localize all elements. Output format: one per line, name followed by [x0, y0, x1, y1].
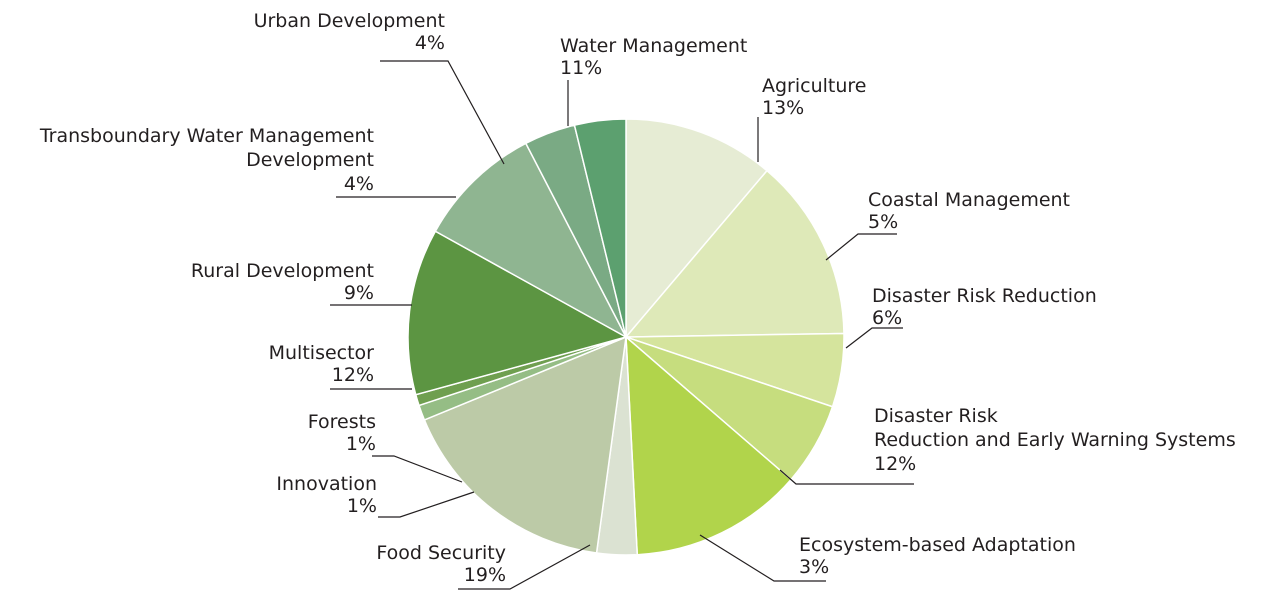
slice-label-name: Development	[246, 149, 374, 171]
slice-label-percent: 19%	[464, 564, 506, 586]
slice-label: Rural Development 9%	[191, 260, 374, 304]
slice-label-name: Forests	[308, 411, 376, 433]
slice-label-name: Urban Development	[254, 10, 445, 32]
leader-line	[825, 233, 897, 261]
slice-labels: Water Management 11% Agriculture 13% Coastal…	[39, 10, 1236, 586]
slice-label-name: Disaster Risk	[874, 405, 998, 427]
slice-label-name: Rural Development	[191, 260, 374, 282]
slice-label-percent: 12%	[332, 364, 374, 386]
slice-label-percent: 6%	[872, 307, 902, 329]
leader-line	[372, 455, 463, 483]
slice-label: Agriculture 13%	[762, 75, 867, 119]
slice-label: Ecosystem-based Adaptation 3%	[799, 534, 1076, 578]
slice-label-percent: 12%	[874, 453, 916, 475]
slice-label-percent: 11%	[560, 57, 602, 79]
slice-label: Innovation 1%	[276, 473, 377, 517]
slice-label: Disaster Risk Reduction 6%	[872, 285, 1097, 329]
slice-label: Multisector 12%	[269, 342, 375, 386]
slice-label-name: Multisector	[269, 342, 375, 364]
leader-line	[779, 469, 914, 485]
pie-slice	[573, 118, 627, 338]
slice-label-percent: 1%	[347, 495, 377, 517]
pie-slice	[407, 230, 628, 396]
pie-slice	[423, 335, 627, 554]
slice-label-name: Coastal Management	[868, 189, 1070, 211]
slice-label-percent: 1%	[346, 433, 376, 455]
slice-label-percent: 4%	[415, 32, 445, 54]
slice-label-percent: 9%	[344, 282, 374, 304]
leader-line	[380, 60, 505, 165]
slice-label: Transboundary Water Management Developmen…	[39, 125, 374, 195]
slice-label-name: Agriculture	[762, 75, 867, 97]
pie-slice	[624, 169, 845, 338]
slice-label-name: Disaster Risk Reduction	[872, 285, 1097, 307]
pie-slice	[434, 142, 628, 339]
slice-label-percent: 4%	[344, 173, 374, 195]
leader-line	[845, 327, 903, 349]
slice-label-name: Water Management	[560, 35, 747, 57]
leader-line	[699, 534, 826, 582]
slice-label: Urban Development 4%	[254, 10, 445, 54]
leader-lines	[330, 60, 914, 590]
leader-line	[458, 544, 591, 590]
slice-label-name: Food Security	[376, 542, 506, 564]
slice-label-percent: 13%	[762, 97, 804, 119]
slice-label-percent: 3%	[799, 556, 829, 578]
slice-label: Coastal Management 5%	[868, 189, 1070, 233]
slice-label-percent: 5%	[868, 211, 898, 233]
pie-slice	[625, 118, 769, 340]
slice-label: Forests 1%	[308, 411, 376, 455]
slice-label-name: Ecosystem-based Adaptation	[799, 534, 1076, 556]
slice-label: Disaster Risk Reduction and Early Warning…	[874, 405, 1236, 475]
slice-label-name: Reduction and Early Warning Systems	[874, 429, 1236, 451]
slice-label-name: Transboundary Water Management	[39, 125, 374, 147]
slice-label: Water Management 11%	[560, 35, 747, 79]
pie-slices	[407, 118, 845, 556]
leader-line	[378, 491, 475, 518]
pie-slice	[625, 335, 792, 556]
slice-label: Food Security 19%	[376, 542, 506, 586]
slice-label-name: Innovation	[276, 473, 377, 495]
